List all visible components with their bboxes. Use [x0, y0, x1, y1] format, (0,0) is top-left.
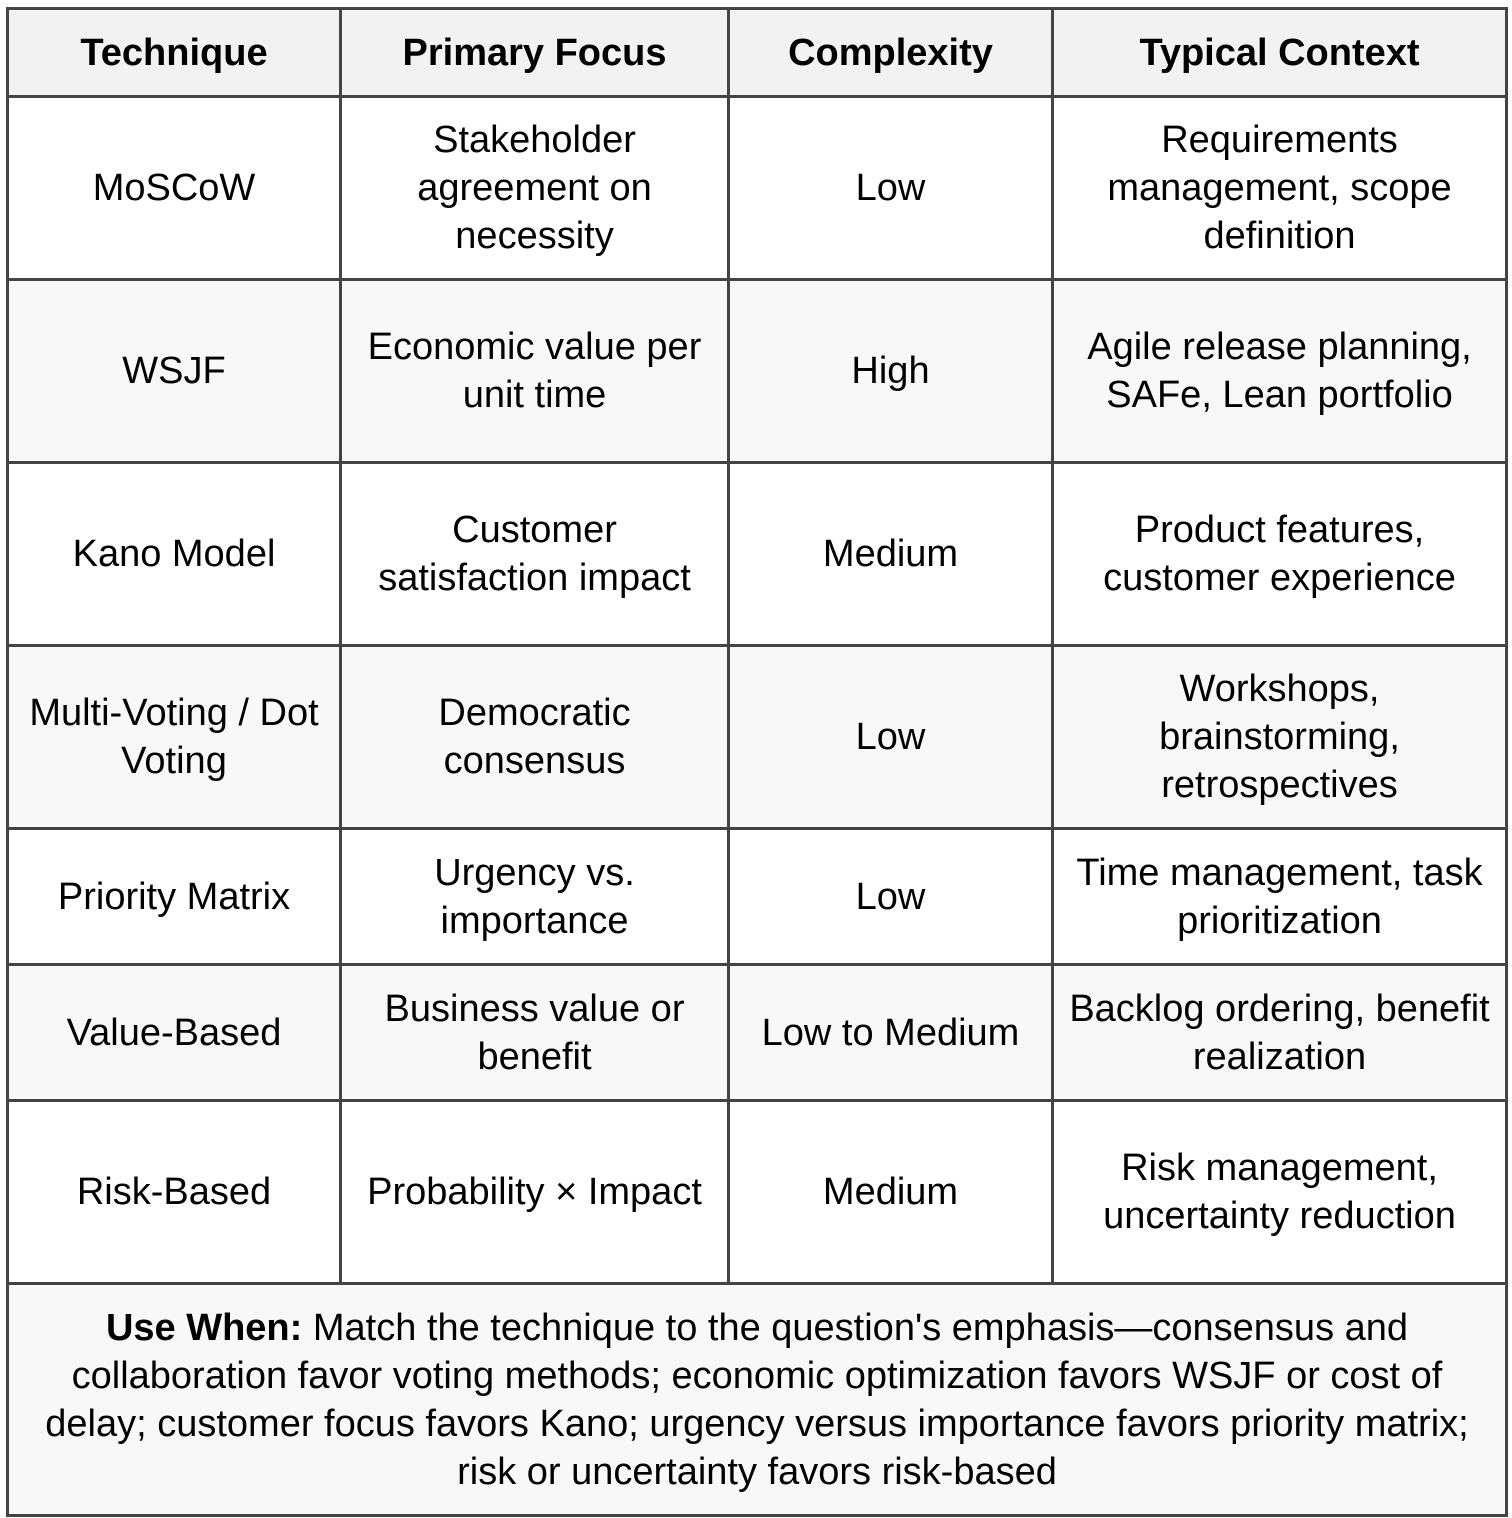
cell-technique: Priority Matrix [6, 827, 342, 966]
use-when-note: Use When: Match the technique to the que… [6, 1282, 1508, 1517]
table-row-value-based: Value-Based Business value or benefit Lo… [6, 963, 1508, 1102]
header-complexity: Complexity [727, 7, 1054, 98]
table-row-priority-matrix: Priority Matrix Urgency vs. importance L… [6, 827, 1508, 966]
cell-context: Backlog ordering, benefit realization [1051, 963, 1508, 1102]
table-row-multi-voting: Multi-Voting / Dot Voting Democratic con… [6, 644, 1508, 830]
header-primary-focus: Primary Focus [339, 7, 730, 98]
cell-focus: Probability × Impact [339, 1099, 730, 1285]
cell-focus: Urgency vs. importance [339, 827, 730, 966]
cell-context: Workshops, brainstorming, retrospectives [1051, 644, 1508, 830]
use-when-footer-row: Use When: Match the technique to the que… [6, 1282, 1508, 1517]
table-row-moscow: MoSCoW Stakeholder agreement on necessit… [6, 95, 1508, 281]
cell-focus: Customer satisfaction impact [339, 461, 730, 647]
header-typical-context: Typical Context [1051, 7, 1508, 98]
table-row-risk-based: Risk-Based Probability × Impact Medium R… [6, 1099, 1508, 1285]
cell-technique: Value-Based [6, 963, 342, 1102]
cell-technique: WSJF [6, 278, 342, 464]
cell-complexity: Low [727, 644, 1054, 830]
table-row-kano-model: Kano Model Customer satisfaction impact … [6, 461, 1508, 647]
cell-complexity: Medium [727, 1099, 1054, 1285]
use-when-text: Match the technique to the question's em… [45, 1306, 1469, 1493]
cell-focus: Economic value per unit time [339, 278, 730, 464]
cell-context: Requirements management, scope definitio… [1051, 95, 1508, 281]
cell-complexity: Low to Medium [727, 963, 1054, 1102]
cell-complexity: Low [727, 827, 1054, 966]
cell-context: Product features, customer experience [1051, 461, 1508, 647]
cell-context: Time management, task prioritization [1051, 827, 1508, 966]
cell-focus: Democratic consensus [339, 644, 730, 830]
technique-comparison-table: Technique Primary Focus Complexity Typic… [6, 7, 1508, 1517]
table-row-wsjf: WSJF Economic value per unit time High A… [6, 278, 1508, 464]
cell-technique: Kano Model [6, 461, 342, 647]
cell-complexity: Medium [727, 461, 1054, 647]
header-row: Technique Primary Focus Complexity Typic… [6, 7, 1508, 98]
header-technique: Technique [6, 7, 342, 98]
use-when-label: Use When: [105, 1306, 303, 1349]
cell-focus: Stakeholder agreement on necessity [339, 95, 730, 281]
cell-complexity: Low [727, 95, 1054, 281]
cell-technique: MoSCoW [6, 95, 342, 281]
cell-technique: Multi-Voting / Dot Voting [6, 644, 342, 830]
cell-context: Agile release planning, SAFe, Lean portf… [1051, 278, 1508, 464]
cell-context: Risk management, uncertainty reduction [1051, 1099, 1508, 1285]
cell-focus: Business value or benefit [339, 963, 730, 1102]
cell-technique: Risk-Based [6, 1099, 342, 1285]
cell-complexity: High [727, 278, 1054, 464]
